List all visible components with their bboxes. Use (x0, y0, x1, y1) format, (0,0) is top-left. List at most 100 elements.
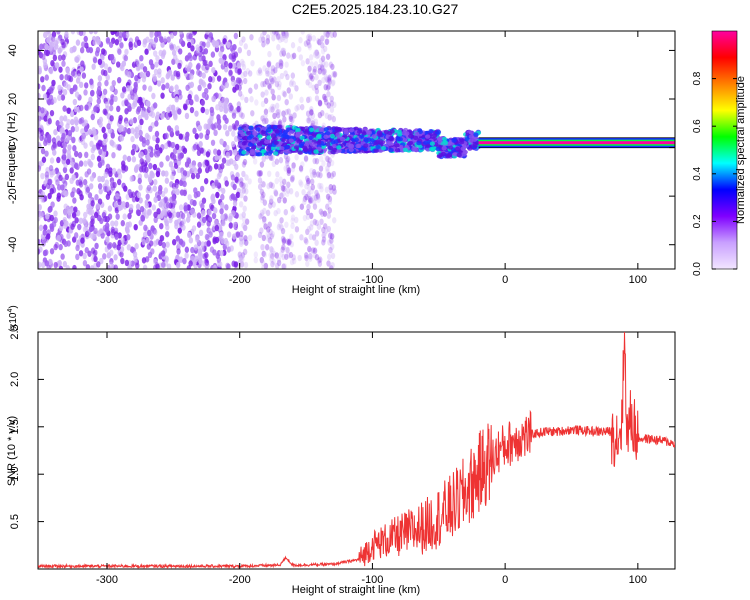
heatmap-cell (121, 201, 126, 208)
heatmap-cell (241, 63, 247, 71)
heatmap-cell (91, 63, 96, 70)
heatmap-cell (150, 172, 155, 179)
heatmap-cell (154, 130, 160, 138)
heatmap-cell (234, 120, 240, 127)
heatmap-cell (265, 70, 270, 77)
heatmap-cell (97, 198, 103, 205)
heatmap-cell (331, 79, 336, 86)
heatmap-cell (203, 48, 209, 55)
heatmap-cell (90, 89, 95, 97)
heatmap-cell (111, 167, 117, 175)
heatmap-cell (339, 137, 346, 142)
heatmap-cell (283, 165, 288, 172)
heatmap-cell (460, 146, 466, 152)
heatmap-cell (189, 198, 195, 206)
heatmap-cell (285, 164, 291, 172)
heatmap-cell (109, 115, 114, 122)
heatmap-cell (139, 54, 144, 62)
heatmap-cell (71, 187, 76, 194)
heatmap-cell (144, 48, 149, 55)
heatmap-cell (99, 257, 104, 265)
heatmap-cell (158, 239, 163, 247)
heatmap-cell (258, 36, 263, 43)
heatmap-cell (294, 105, 299, 112)
heatmap-cell (277, 36, 283, 44)
heatmap-cell (269, 246, 274, 253)
heatmap-cell (276, 75, 281, 83)
heatmap-cell (224, 204, 229, 211)
heatmap-cell (60, 126, 65, 134)
heatmap-cell (264, 67, 270, 75)
heatmap-cell (220, 237, 225, 244)
heatmap-cell (124, 120, 129, 128)
heatmap-cell (281, 47, 287, 55)
heatmap-cell (396, 129, 402, 135)
heatmap-cell (331, 115, 337, 123)
heatmap-cell (117, 117, 123, 125)
heatmap-cell (252, 131, 258, 137)
y-tick-label: 20 (7, 93, 19, 105)
heatmap-cell (274, 129, 280, 134)
heatmap-cell (224, 180, 229, 187)
heatmap-cell (383, 129, 390, 135)
heatmap-cell (198, 54, 203, 62)
heatmap-cell (285, 238, 290, 245)
heatmap-cell (328, 61, 334, 68)
heatmap-cell (257, 142, 263, 147)
heatmap-cell (175, 235, 180, 242)
heatmap-cell (133, 84, 139, 91)
heatmap-cell (263, 97, 269, 104)
heatmap-cell (309, 73, 314, 80)
heatmap-cell (54, 62, 60, 69)
heatmap-cell (64, 74, 69, 81)
heatmap-cell (43, 115, 48, 122)
heatmap-cell (217, 224, 223, 231)
heatmap-cell (257, 170, 262, 177)
heatmap-cell (56, 31, 61, 35)
heatmap-cell (324, 38, 330, 45)
x-tick-label: -300 (96, 274, 118, 286)
heatmap-cell (108, 41, 114, 48)
heatmap-cell (49, 188, 54, 195)
heatmap-cell (117, 198, 122, 206)
heatmap-cell (270, 260, 275, 268)
heatmap-cell (305, 58, 310, 65)
heatmap-cell (120, 92, 125, 99)
heatmap-cell (284, 32, 289, 39)
heatmap-cell (108, 170, 113, 178)
heatmap-cell (175, 261, 181, 269)
heatmap-cell (244, 218, 250, 225)
heatmap-cell (268, 198, 274, 205)
heatmap-cell (290, 214, 296, 221)
heatmap-cell (274, 177, 279, 185)
heatmap-cell (153, 216, 158, 224)
heatmap-cell (85, 186, 91, 193)
heatmap-cell (147, 209, 152, 216)
heatmap-cell (62, 115, 68, 122)
heatmap-cell (277, 196, 282, 204)
heatmap-cell (67, 208, 72, 216)
heatmap-cell (277, 221, 282, 228)
heatmap-cell (317, 182, 322, 190)
heatmap-cell (138, 197, 143, 204)
heatmap-cell (261, 234, 267, 242)
heatmap-cell (134, 75, 139, 82)
heatmap-cell (276, 108, 282, 116)
heatmap-cell (363, 137, 369, 142)
heatmap-cell (388, 147, 394, 153)
heatmap-cell (270, 133, 277, 138)
heatmap-cell (279, 181, 285, 188)
heatmap-cell (316, 37, 321, 45)
heatmap-cell (288, 93, 294, 100)
heatmap-cell (321, 239, 326, 246)
heatmap-cell (316, 133, 322, 138)
heatmap-cell (241, 60, 246, 67)
heatmap-cell (126, 102, 132, 109)
heatmap-cell (169, 127, 174, 134)
heatmap-cell (38, 261, 42, 269)
exponent-suffix: ) (8, 305, 19, 308)
heatmap-cell (281, 263, 286, 269)
heatmap-cell (272, 76, 277, 83)
heatmap-cell (74, 125, 80, 133)
heatmap-cell (300, 59, 306, 67)
